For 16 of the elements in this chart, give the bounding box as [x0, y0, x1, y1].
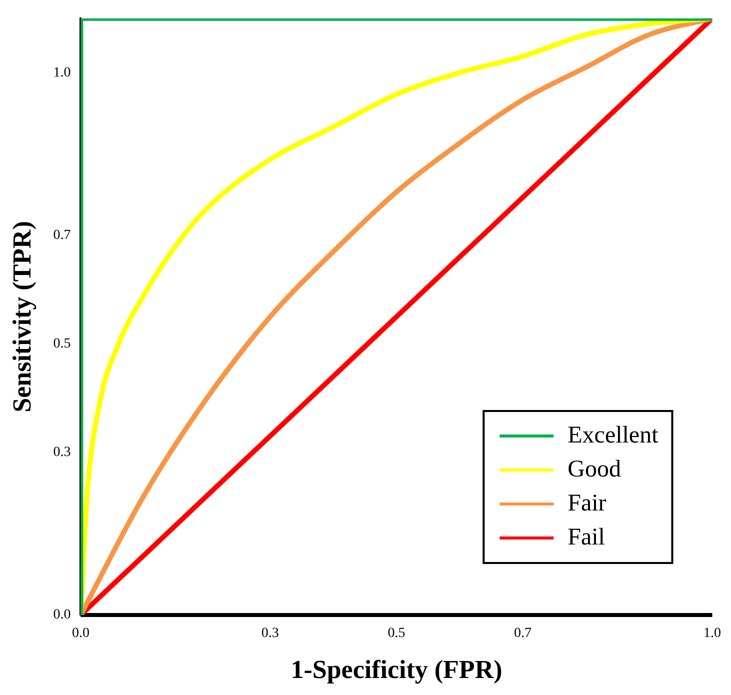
x-axis-title: 1-Specificity (FPR)	[290, 655, 502, 684]
legend-label: Excellent	[568, 422, 659, 448]
x-tick-label: 0.3	[261, 626, 279, 642]
y-axis-title: Sensitivity (TPR)	[7, 221, 36, 412]
y-tick-label: 0.0	[53, 608, 71, 623]
legend-label: Fail	[568, 524, 606, 550]
y-tick-label: 0.7	[53, 228, 71, 244]
x-tick-label: 1.0	[704, 626, 721, 642]
y-tick-label: 0.5	[53, 336, 71, 352]
x-tick-label: 0.0	[72, 626, 90, 642]
y-tick-label: 0.3	[53, 444, 71, 460]
x-tick-label: 0.5	[388, 626, 406, 642]
y-tick-label: 1.0	[53, 65, 71, 80]
x-tick-label: 0.7	[514, 626, 532, 642]
legend-label: Good	[568, 456, 621, 482]
legend-label: Fair	[568, 490, 606, 516]
